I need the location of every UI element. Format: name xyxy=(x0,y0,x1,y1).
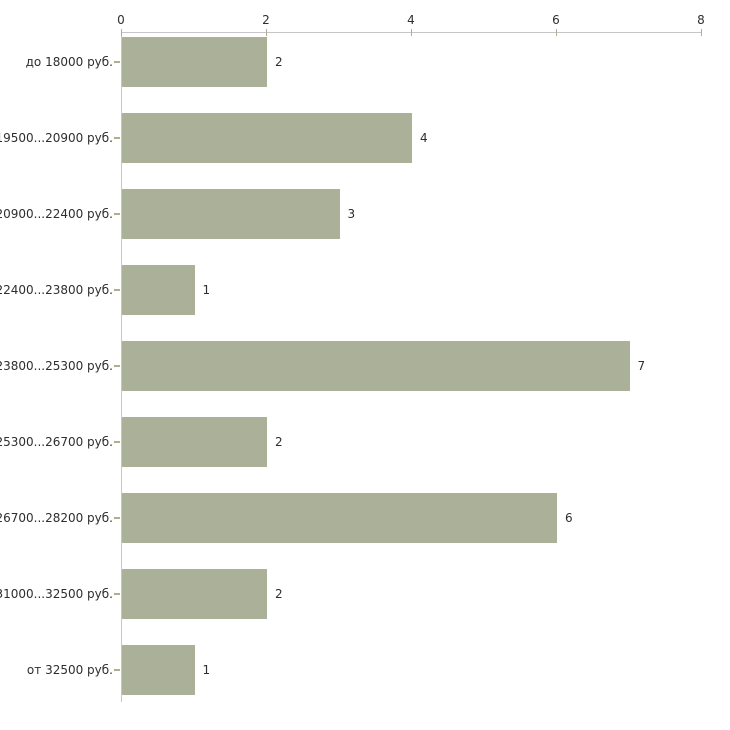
category-label: от 32500 руб. xyxy=(26,663,113,677)
bar-value-label: 6 xyxy=(565,511,573,525)
y-axis-tick-mark xyxy=(114,61,120,63)
bar xyxy=(122,493,557,543)
category-label: 19500...20900 руб. xyxy=(0,131,113,145)
y-axis-tick-mark xyxy=(114,669,120,671)
category-label: 26700...28200 руб. xyxy=(0,511,113,525)
bar-value-label: 4 xyxy=(420,131,428,145)
x-axis-tick-label: 2 xyxy=(262,13,270,27)
y-axis-tick-mark xyxy=(114,213,120,215)
bar-value-label: 2 xyxy=(275,587,283,601)
y-axis-tick-mark xyxy=(114,137,120,139)
x-axis-tick-mark xyxy=(556,29,557,36)
y-axis-line xyxy=(121,32,122,702)
bar xyxy=(122,265,195,315)
x-axis-tick-label: 4 xyxy=(407,13,415,27)
bar xyxy=(122,569,267,619)
bar xyxy=(122,113,412,163)
x-axis-tick-label: 6 xyxy=(552,13,560,27)
y-axis-tick-mark xyxy=(114,517,120,519)
category-label: 25300...26700 руб. xyxy=(0,435,113,449)
bar-value-label: 1 xyxy=(202,283,211,297)
bar xyxy=(122,189,340,239)
x-axis-tick-mark xyxy=(411,29,412,36)
category-label: 20900...22400 руб. xyxy=(0,207,113,221)
y-axis-tick-mark xyxy=(114,365,120,367)
x-axis-tick-mark xyxy=(266,29,267,36)
x-axis-tick-label: 8 xyxy=(697,13,705,27)
bar-value-label: 2 xyxy=(275,435,283,449)
category-label: 22400...23800 руб. xyxy=(0,283,113,297)
bar xyxy=(122,37,267,87)
x-axis-tick-mark xyxy=(121,29,122,36)
y-axis-tick-mark xyxy=(114,441,120,443)
bar-value-label: 1 xyxy=(202,663,211,677)
bar-value-label: 7 xyxy=(637,359,646,373)
x-axis-tick-label: 0 xyxy=(117,13,125,27)
bar xyxy=(122,341,630,391)
bar-value-label: 2 xyxy=(275,55,283,69)
bar xyxy=(122,417,267,467)
y-axis-tick-mark xyxy=(114,289,120,291)
bar xyxy=(122,645,195,695)
bar-value-label: 3 xyxy=(347,207,356,221)
category-label: до 18000 руб. xyxy=(25,55,113,69)
category-label: 31000...32500 руб. xyxy=(0,587,113,601)
y-axis-tick-mark xyxy=(114,593,120,595)
x-axis-tick-mark xyxy=(701,29,702,36)
category-label: 23800...25300 руб. xyxy=(0,359,113,373)
